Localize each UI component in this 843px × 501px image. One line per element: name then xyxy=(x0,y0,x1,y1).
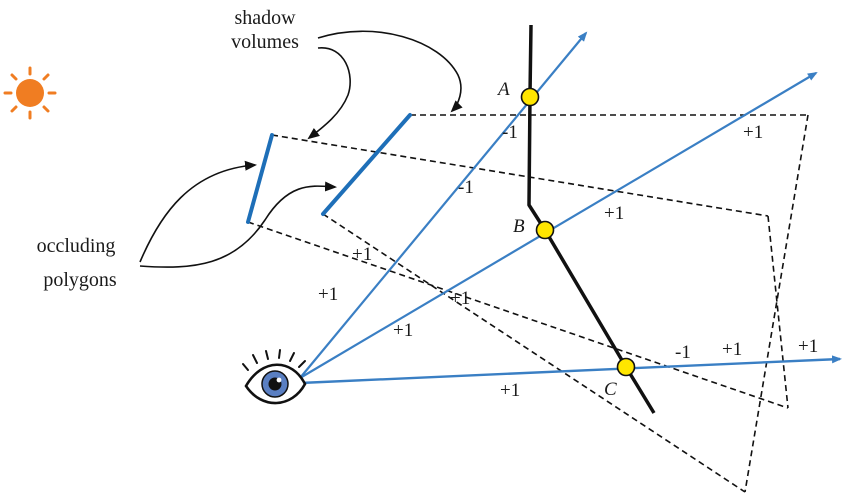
occluding-polygons-callout xyxy=(139,160,337,268)
eye-ray-3 xyxy=(299,355,842,385)
occluding-polygon-2 xyxy=(321,113,412,216)
count-a-minus: -1 xyxy=(502,122,518,143)
count-ray2-plus-d: +1 xyxy=(393,320,413,341)
count-ray3-plus-b: +1 xyxy=(722,339,742,360)
count-ray3-minus: -1 xyxy=(675,342,691,363)
occluding-polygons-label-line1: occluding xyxy=(37,235,116,257)
occluding-polygon-1 xyxy=(246,133,274,224)
count-ray1-minus: -1 xyxy=(458,177,474,198)
sun-icon xyxy=(3,66,57,120)
count-ray3-plus-a: +1 xyxy=(500,380,520,401)
point-c-marker xyxy=(616,357,636,377)
count-ray3-plus-c: +1 xyxy=(798,336,818,357)
count-ray1-plus-a: +1 xyxy=(352,244,372,265)
point-a-label: A xyxy=(496,79,510,100)
occluding-polygons-label-line2: polygons xyxy=(43,269,117,291)
eye-icon xyxy=(242,349,307,405)
count-ray1-plus-b: +1 xyxy=(318,284,338,305)
shadow-volume-2 xyxy=(322,114,809,493)
eye-ray-2 xyxy=(299,71,818,379)
count-ray2-plus-b: +1 xyxy=(604,203,624,224)
shadow-volumes-callout xyxy=(307,30,463,140)
eye-ray-1 xyxy=(299,31,588,379)
point-b-label: B xyxy=(513,216,525,237)
receiving-surface xyxy=(527,24,656,414)
count-ray2-plus-c: +1 xyxy=(450,288,470,309)
shadow-volumes-label-line2: volumes xyxy=(231,31,299,53)
shadow-volume-1 xyxy=(247,134,789,409)
point-a-marker xyxy=(520,87,540,107)
shadow-volumes-label-line1: shadow xyxy=(234,7,296,29)
point-b-marker xyxy=(535,220,555,240)
count-ray2-plus-a: +1 xyxy=(743,122,763,143)
point-c-label: C xyxy=(604,379,617,400)
